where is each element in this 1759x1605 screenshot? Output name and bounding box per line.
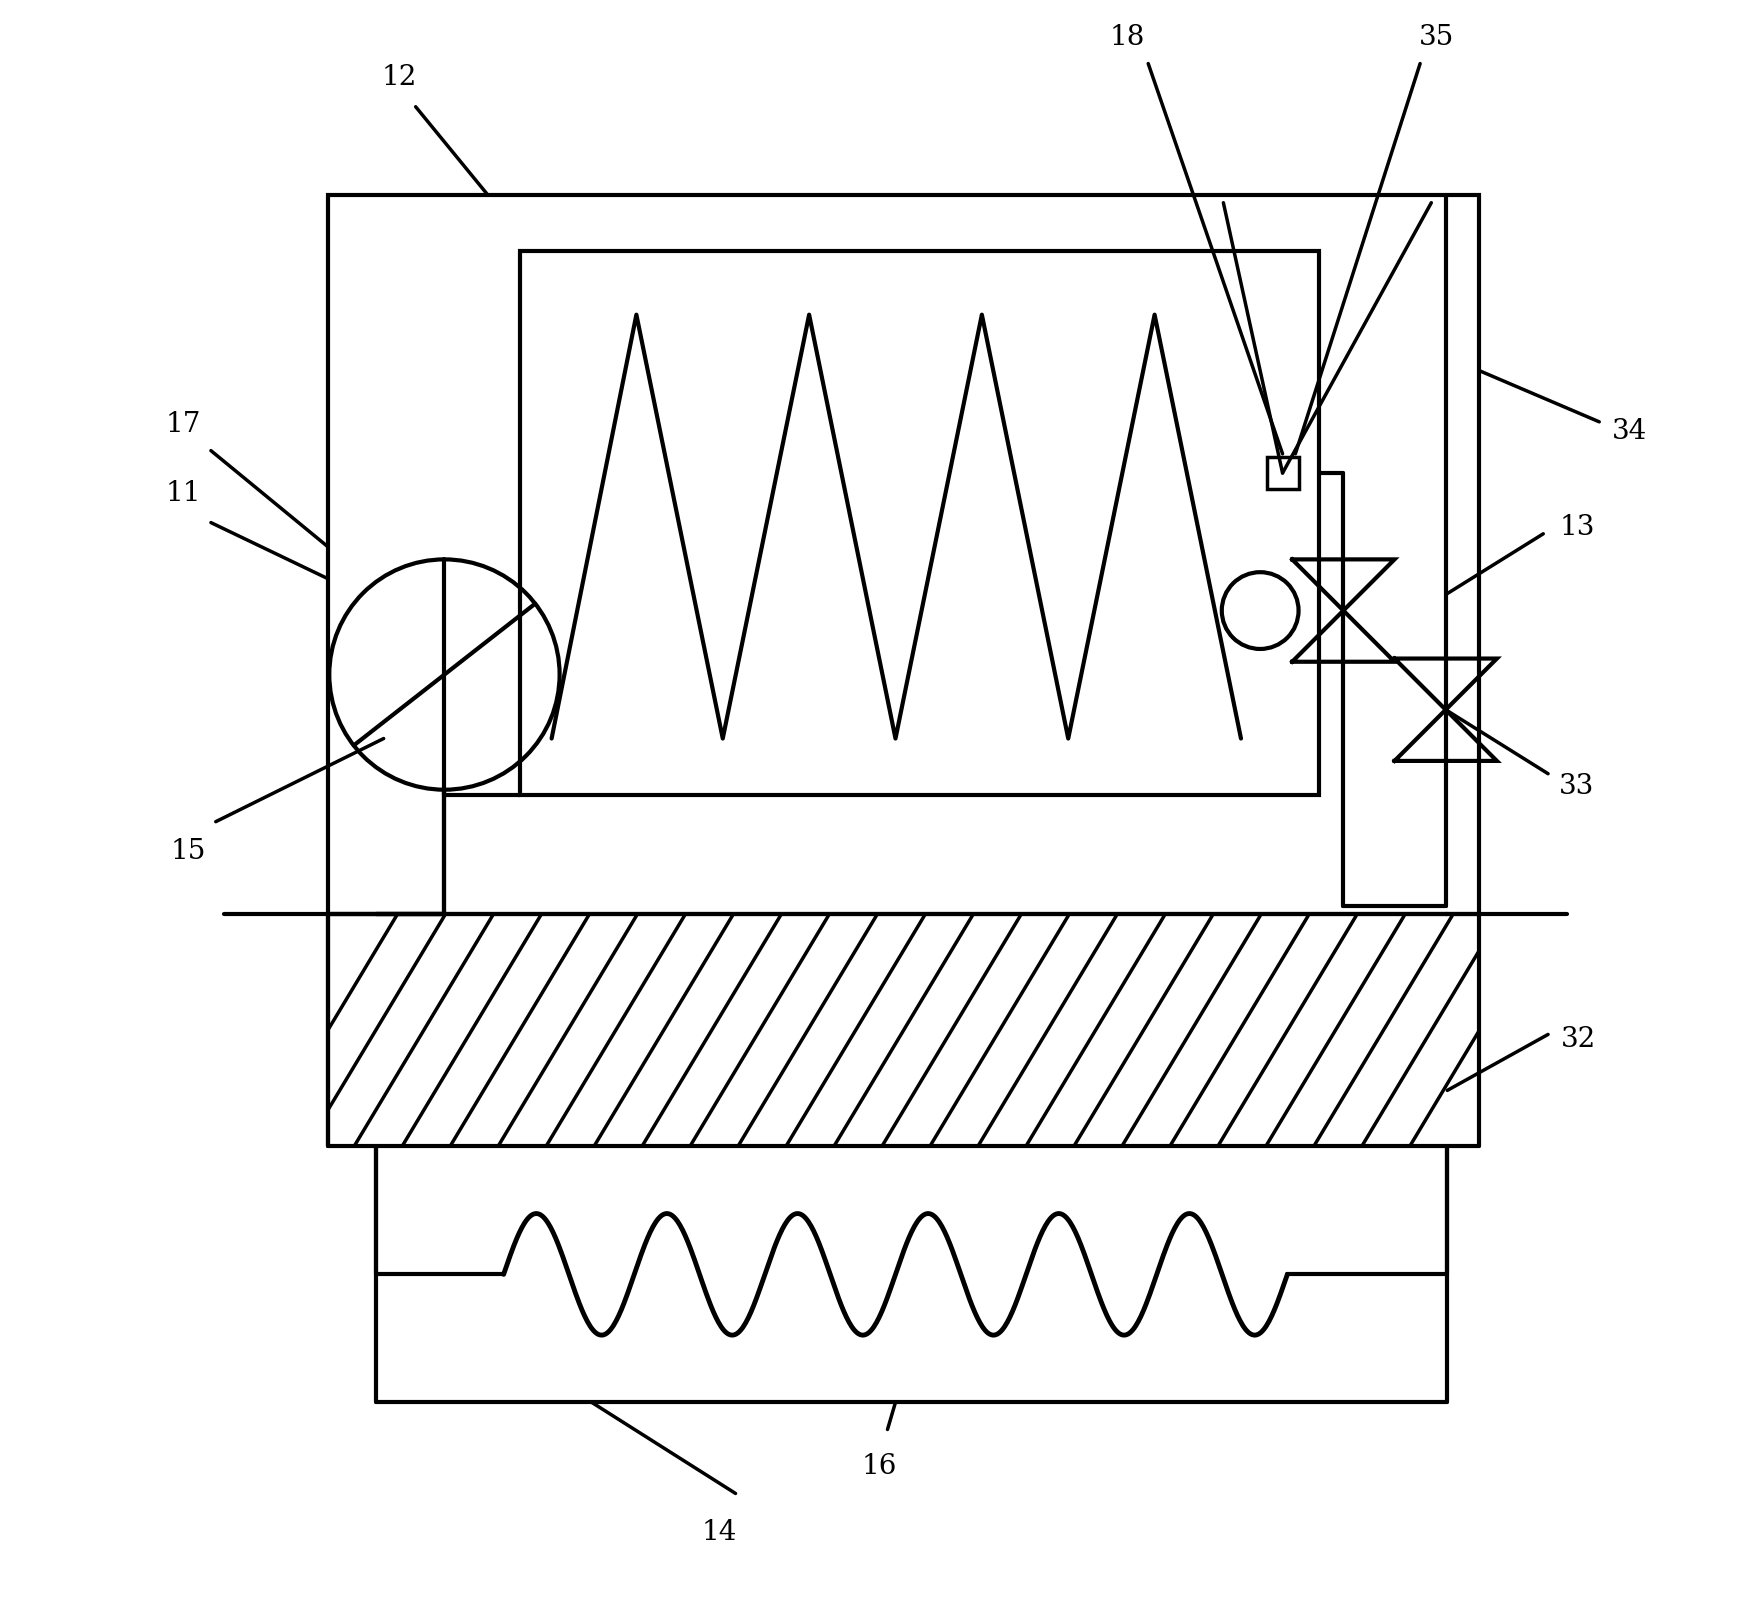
Text: 12: 12 <box>382 64 417 91</box>
Bar <box>327 194 1479 915</box>
Text: 15: 15 <box>171 838 206 865</box>
Text: 35: 35 <box>1418 24 1453 51</box>
Text: 11: 11 <box>165 480 202 507</box>
Text: 33: 33 <box>1558 774 1594 799</box>
Text: 13: 13 <box>1558 514 1595 541</box>
Bar <box>519 250 1319 794</box>
Text: 16: 16 <box>862 1454 897 1480</box>
Bar <box>1266 457 1298 490</box>
Text: 14: 14 <box>702 1518 737 1546</box>
Text: 17: 17 <box>165 411 202 438</box>
Text: 18: 18 <box>1110 24 1145 51</box>
Text: 32: 32 <box>1560 1026 1595 1053</box>
Text: 34: 34 <box>1611 417 1646 445</box>
